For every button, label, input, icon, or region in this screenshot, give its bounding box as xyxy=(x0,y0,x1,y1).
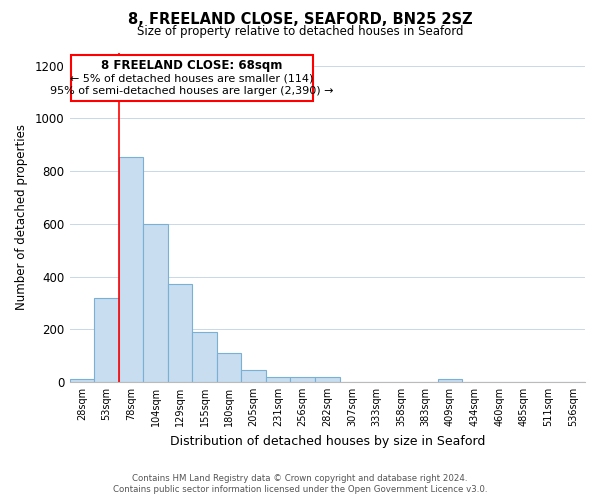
Text: 8 FREELAND CLOSE: 68sqm: 8 FREELAND CLOSE: 68sqm xyxy=(101,59,283,72)
Bar xyxy=(290,377,315,382)
Text: Contains HM Land Registry data © Crown copyright and database right 2024.
Contai: Contains HM Land Registry data © Crown c… xyxy=(113,474,487,494)
Text: ← 5% of detached houses are smaller (114): ← 5% of detached houses are smaller (114… xyxy=(70,73,313,83)
Bar xyxy=(70,380,94,382)
Bar xyxy=(438,379,462,382)
Y-axis label: Number of detached properties: Number of detached properties xyxy=(15,124,28,310)
Bar xyxy=(266,377,290,382)
Bar xyxy=(119,156,143,382)
Bar xyxy=(143,224,168,382)
Bar xyxy=(241,370,266,382)
Bar xyxy=(192,332,217,382)
Bar xyxy=(168,284,192,382)
Bar xyxy=(315,377,340,382)
FancyBboxPatch shape xyxy=(71,55,313,102)
Bar xyxy=(94,298,119,382)
Text: Size of property relative to detached houses in Seaford: Size of property relative to detached ho… xyxy=(137,25,463,38)
Bar xyxy=(217,353,241,382)
Text: 95% of semi-detached houses are larger (2,390) →: 95% of semi-detached houses are larger (… xyxy=(50,86,334,96)
X-axis label: Distribution of detached houses by size in Seaford: Distribution of detached houses by size … xyxy=(170,434,485,448)
Text: 8, FREELAND CLOSE, SEAFORD, BN25 2SZ: 8, FREELAND CLOSE, SEAFORD, BN25 2SZ xyxy=(128,12,472,28)
